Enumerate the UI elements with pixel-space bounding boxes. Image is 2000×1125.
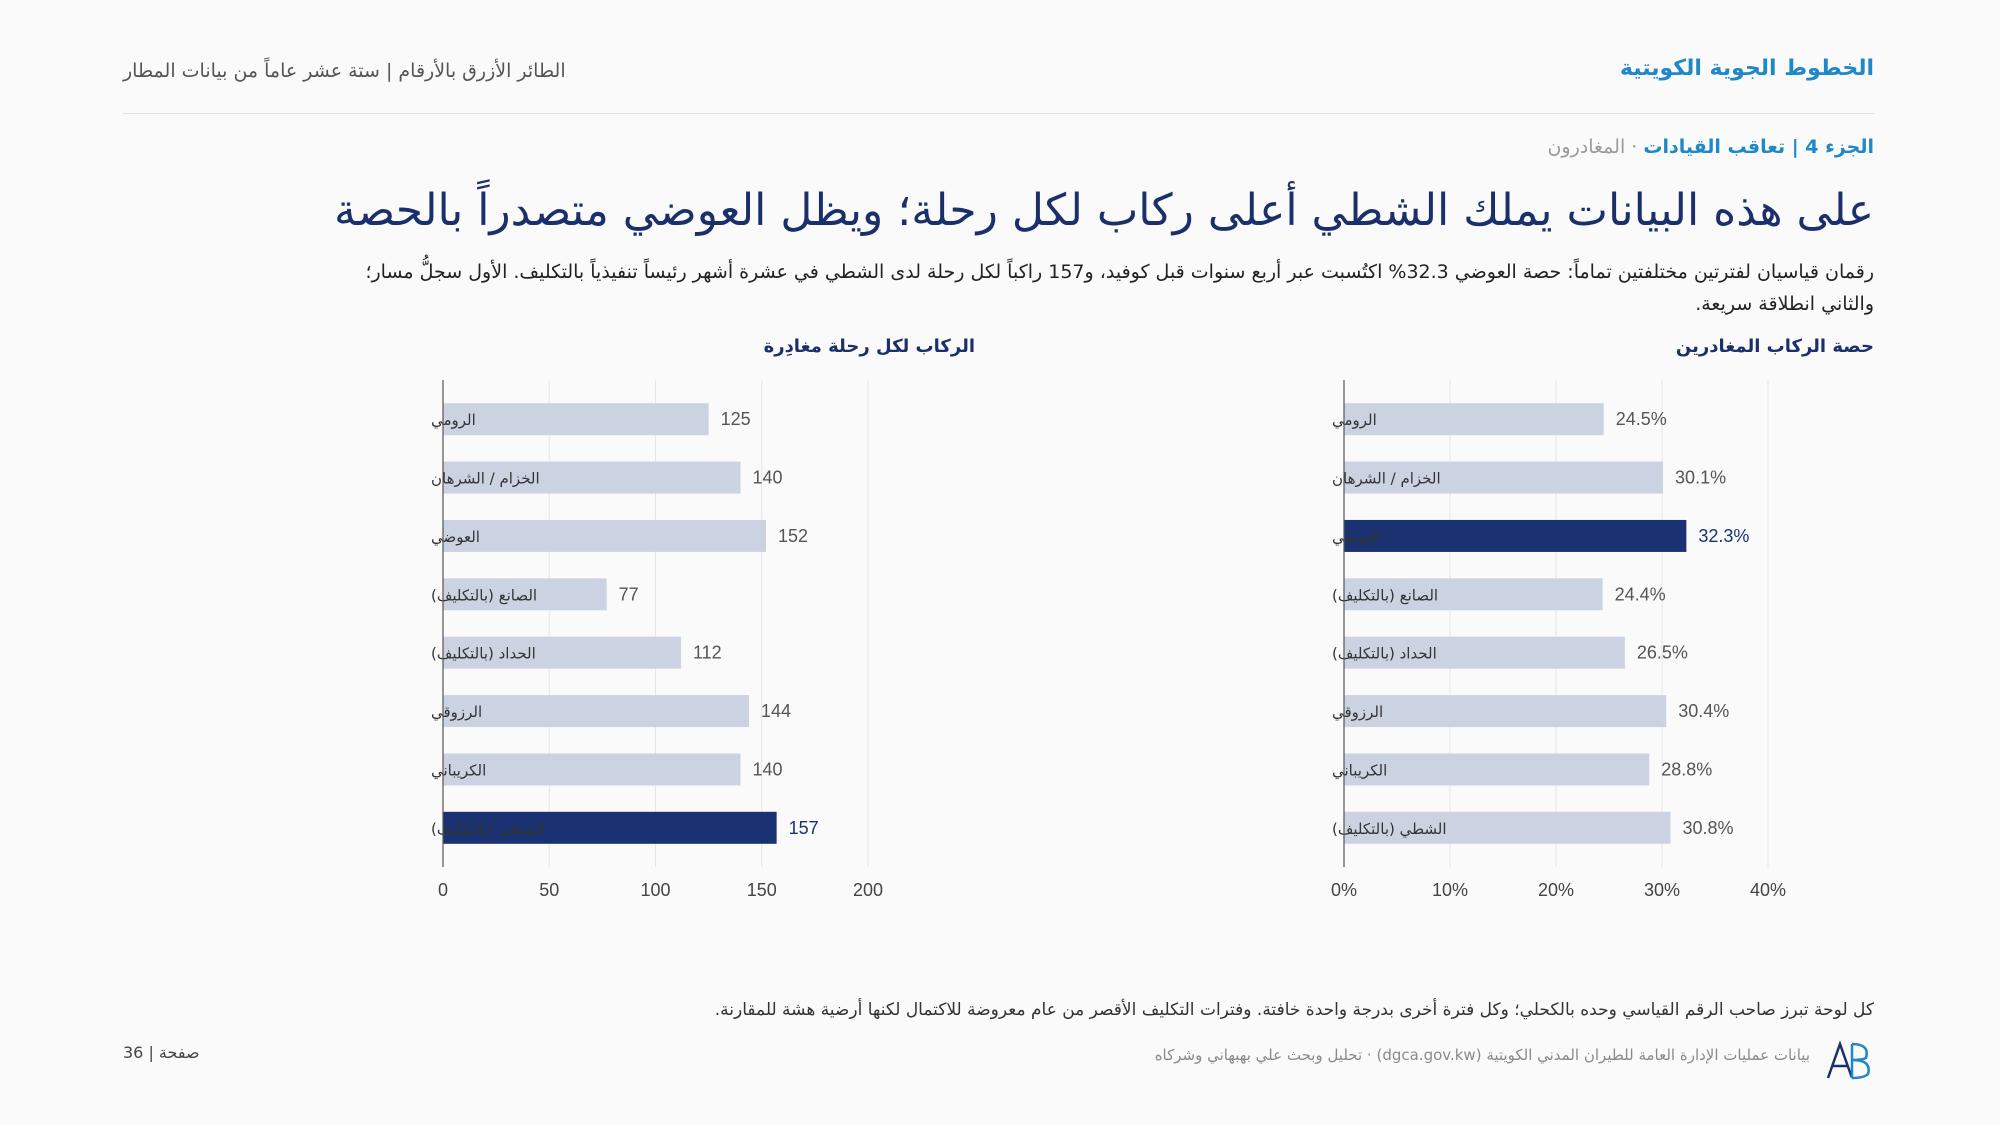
- per-flight-category-label: الرومي: [431, 411, 476, 430]
- share-value-label: 30.8%: [1682, 818, 1733, 838]
- per-flight-x-tick-label: 50: [539, 880, 559, 900]
- share-bar: [1344, 578, 1603, 611]
- per-flight-bar: [443, 636, 681, 669]
- per-flight-category-label: الصانع (بالتكليف): [431, 586, 537, 604]
- share-value-label: 32.3%: [1698, 526, 1749, 546]
- share-x-tick-label: 10%: [1432, 880, 1468, 900]
- chart-per-flight: 0 50 100 150 200 125 الرومي 140 الخزام / الشرهان…: [431, 380, 883, 900]
- per-flight-category-label: الخزام / الشرهان: [431, 470, 540, 488]
- per-flight-value-label: 144: [761, 701, 791, 721]
- per-flight-value-label: 140: [753, 759, 783, 779]
- per-flight-x-tick-label: 0: [438, 880, 448, 900]
- per-flight-bar: [443, 578, 607, 611]
- share-category-label: الصانع (بالتكليف): [1332, 586, 1438, 604]
- share-category-label: الخزام / الشرهان: [1332, 470, 1441, 488]
- section-part: الجزء 4 | تعاقب القيادات: [1643, 136, 1874, 158]
- report-title: الطائر الأزرق بالأرقام | ستة عشر عاماً م…: [123, 60, 566, 82]
- per-flight-bar: [443, 461, 741, 494]
- share-value-label: 24.4%: [1615, 584, 1666, 604]
- share-category-label: الرومي: [1332, 411, 1377, 430]
- per-flight-value-label: 157: [789, 818, 819, 838]
- share-x-tick-label: 40%: [1750, 880, 1786, 900]
- share-bar: [1344, 461, 1664, 494]
- share-bar: [1344, 403, 1604, 436]
- chart-share-title: حصة الركاب المغادرين: [1675, 336, 1874, 357]
- share-x-tick-label: 30%: [1644, 880, 1680, 900]
- share-value-label: 28.8%: [1661, 759, 1712, 779]
- share-x-tick-label: 0%: [1331, 880, 1357, 900]
- per-flight-bar: [443, 753, 741, 786]
- page-subtitle: رقمان قياسيان لفترتين مختلفتين تماماً: ح…: [365, 261, 1874, 315]
- per-flight-bar: [443, 519, 766, 552]
- per-flight-x-tick-label: 200: [853, 880, 883, 900]
- per-flight-category-label: الشطي (بالتكليف): [431, 820, 546, 839]
- page-title: على هذه البيانات يملك الشطي أعلى ركاب لك…: [334, 185, 1874, 236]
- per-flight-value-label: 140: [753, 468, 783, 488]
- footnote: كل لوحة تبرز صاحب الرقم القياسي وحده بال…: [714, 1000, 1874, 1020]
- per-flight-x-tick-label: 150: [747, 880, 777, 900]
- per-flight-value-label: 125: [721, 409, 751, 429]
- company-logo-icon: [1826, 1040, 1870, 1080]
- per-flight-x-tick-label: 100: [640, 880, 670, 900]
- per-flight-value-label: 112: [693, 643, 722, 663]
- chart-per-flight-title: الركاب لكل رحلة مغادِرة: [763, 336, 975, 357]
- source-note: بيانات عمليات الإدارة العامة للطيران الم…: [1154, 1046, 1810, 1064]
- per-flight-category-label: الكريباني: [431, 761, 486, 780]
- share-category-label: العوضي: [1332, 528, 1381, 547]
- share-value-label: 30.1%: [1675, 468, 1726, 488]
- share-x-tick-label: 20%: [1538, 880, 1574, 900]
- share-value-label: 24.5%: [1616, 409, 1667, 429]
- header-divider: [123, 113, 1874, 114]
- section-breadcrumb: الجزء 4 | تعاقب القيادات · المغادرون: [1547, 136, 1874, 158]
- share-bar: [1344, 753, 1650, 786]
- share-bar: [1344, 695, 1667, 728]
- per-flight-bar: [443, 811, 777, 844]
- per-flight-bar: [443, 695, 749, 728]
- share-bar: [1344, 636, 1625, 669]
- share-value-label: 26.5%: [1637, 643, 1688, 663]
- share-category-label: الرزوقي: [1332, 703, 1383, 722]
- per-flight-value-label: 152: [778, 526, 808, 546]
- share-category-label: الحداد (بالتكليف): [1332, 645, 1437, 663]
- per-flight-category-label: الرزوقي: [431, 703, 482, 722]
- share-bar: [1344, 811, 1671, 844]
- brand-name: الخطوط الجوية الكويتية: [1619, 56, 1874, 81]
- share-value-label: 30.4%: [1678, 701, 1729, 721]
- chart-share: 0% 10% 20% 30% 40% 24.5% الرومي 30.1% الخزام / ا…: [1331, 380, 1786, 900]
- share-category-label: الشطي (بالتكليف): [1332, 820, 1447, 839]
- page-number: صفحة | 36: [123, 1043, 200, 1062]
- share-category-label: الكريباني: [1332, 761, 1387, 780]
- per-flight-value-label: 77: [619, 584, 639, 604]
- per-flight-bar: [443, 403, 709, 436]
- per-flight-category-label: الحداد (بالتكليف): [431, 645, 536, 663]
- section-sub: · المغادرون: [1547, 136, 1644, 158]
- share-bar: [1344, 519, 1687, 552]
- per-flight-category-label: العوضي: [431, 528, 480, 547]
